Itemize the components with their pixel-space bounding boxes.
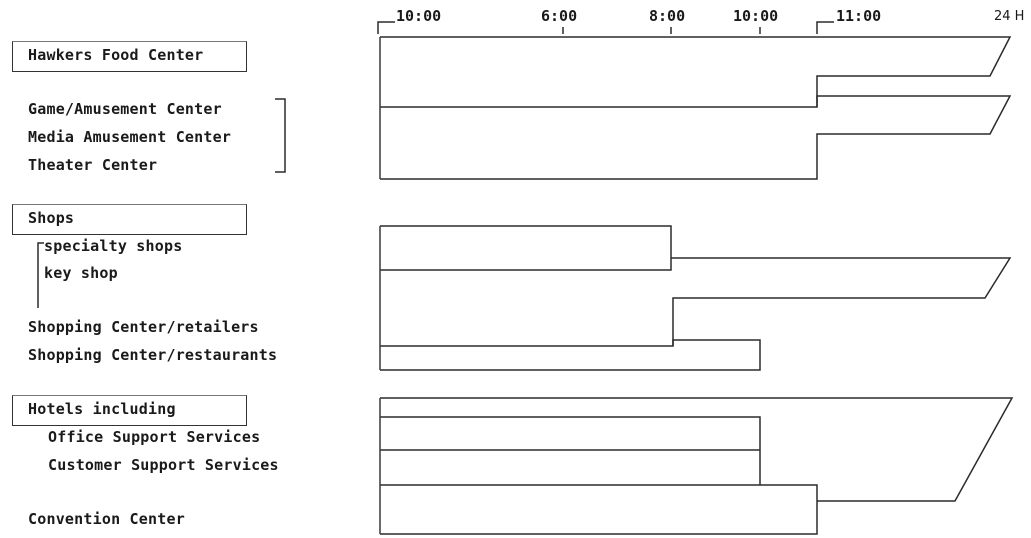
label-shopping-center-retailers: Shopping Center/retailers xyxy=(28,318,259,336)
tick-label-10am: 10:00 xyxy=(396,7,442,25)
label-hawkers-food-center: Hawkers Food Center xyxy=(28,46,204,64)
label-customer-support-services: Customer Support Services xyxy=(48,456,279,474)
tick-label-6: 6:00 xyxy=(541,7,578,25)
label-office-support-services: Office Support Services xyxy=(48,428,261,446)
key-shop-bar xyxy=(671,257,1012,346)
hawkers-bar xyxy=(380,36,1012,107)
label-media-amusement-center: Media Amusement Center xyxy=(28,128,232,146)
label-hotels-including: Hotels including xyxy=(28,400,176,418)
label-key-shop: key shop xyxy=(44,264,118,282)
sc-restaurants-bar xyxy=(380,339,761,371)
hotels-bar xyxy=(380,397,1014,502)
tick-mark-11 xyxy=(816,21,834,34)
hotels-label-box xyxy=(12,395,247,426)
label-shopping-center-restaurants: Shopping Center/restaurants xyxy=(28,346,278,364)
hawkers-label-box xyxy=(12,41,247,72)
convention-bar xyxy=(380,484,818,535)
label-shops: Shops xyxy=(28,209,75,227)
label-specialty-shops: specialty shops xyxy=(44,237,183,255)
shops-label-box xyxy=(12,204,247,235)
tick-label-24h: 24 H xyxy=(994,9,1025,24)
label-theater-center: Theater Center xyxy=(28,156,158,174)
tick-label-8: 8:00 xyxy=(649,7,686,25)
office-support-bar xyxy=(380,416,761,485)
tick-label-10pm: 10:00 xyxy=(733,7,779,25)
tick-label-11: 11:00 xyxy=(836,7,882,25)
entertainment-bar xyxy=(380,95,1012,180)
specialty-shops-bar xyxy=(380,225,672,271)
shops-tree xyxy=(37,242,44,308)
tick-mark-10am xyxy=(377,21,395,34)
label-convention-center: Convention Center xyxy=(28,510,185,528)
entertainment-bracket xyxy=(275,98,286,173)
label-game-amusement-center: Game/Amusement Center xyxy=(28,100,222,118)
